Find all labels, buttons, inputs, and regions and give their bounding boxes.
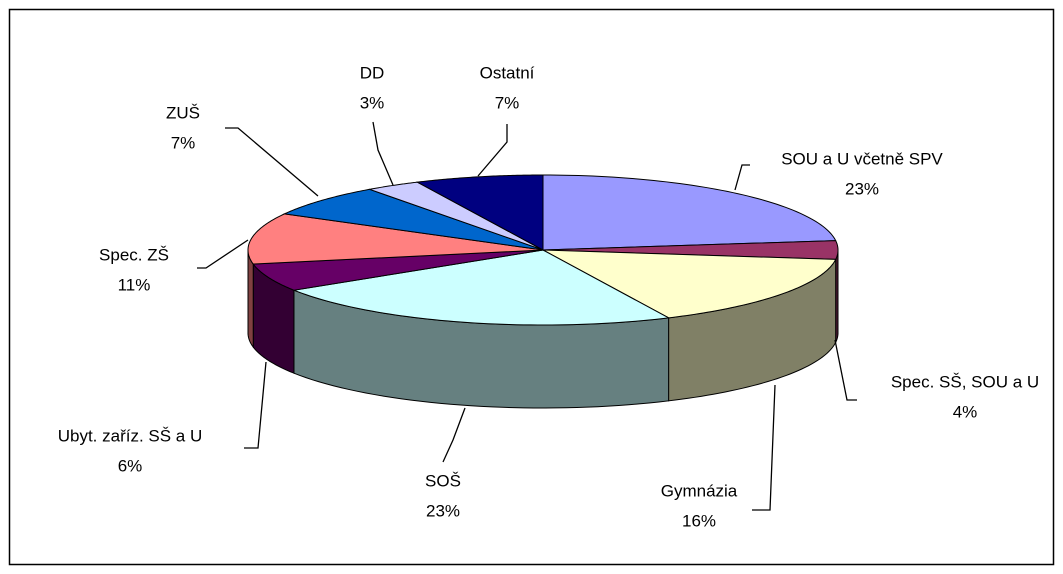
leader-line — [834, 339, 857, 401]
slice-side — [247, 250, 254, 349]
slice — [252, 249, 544, 291]
slice — [415, 174, 544, 251]
leader-line — [372, 121, 394, 186]
slice-value-label: 23% — [845, 179, 879, 198]
slice-value-label: 3% — [360, 93, 385, 112]
slice — [367, 181, 544, 251]
slice-value-label: 16% — [682, 511, 716, 530]
slice-label: Ubyt. zaříz. SŠ a U — [58, 426, 203, 445]
slice-value-label: 4% — [953, 402, 978, 421]
slice — [542, 240, 839, 260]
slice-label: DD — [360, 63, 385, 82]
slice-value-label: 7% — [171, 133, 196, 152]
leader-line — [442, 407, 466, 463]
slice — [282, 188, 544, 251]
slice-value-label: 6% — [118, 456, 143, 475]
slice-label: Ostatní — [480, 63, 535, 82]
slice-label: SOU a U včetně SPV — [781, 149, 943, 168]
slice-value-label: 11% — [118, 275, 151, 294]
slice-value-label: 23% — [426, 501, 460, 520]
leader-line — [244, 361, 267, 449]
slice-label: SOŠ — [425, 471, 461, 490]
slice-label: ZUŠ — [166, 103, 200, 122]
leader-line — [734, 164, 750, 191]
slice-label: Spec. SŠ, SOU a U — [891, 372, 1039, 391]
slice-label: Gymnázia — [661, 481, 738, 500]
leader-line — [197, 239, 249, 269]
slice — [542, 174, 837, 251]
leader-line — [752, 384, 776, 511]
slice — [292, 249, 671, 326]
slice-value-label: 7% — [495, 93, 520, 112]
slice — [542, 249, 837, 319]
leader-line — [225, 127, 319, 197]
slice — [247, 213, 544, 265]
slice-label: Spec. ZŠ — [99, 245, 169, 264]
leader-line — [477, 124, 508, 177]
